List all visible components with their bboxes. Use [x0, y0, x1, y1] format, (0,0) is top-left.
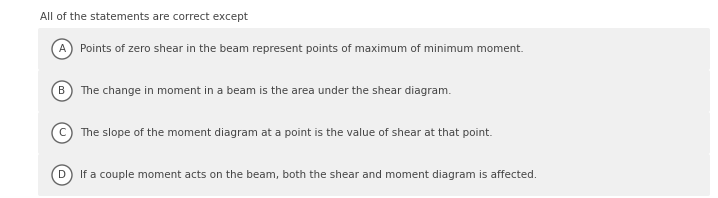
Text: All of the statements are correct except: All of the statements are correct except: [40, 12, 248, 22]
Text: C: C: [58, 128, 65, 138]
FancyBboxPatch shape: [38, 28, 710, 70]
Ellipse shape: [52, 39, 72, 59]
FancyBboxPatch shape: [38, 70, 710, 112]
Text: B: B: [58, 86, 65, 96]
Ellipse shape: [52, 165, 72, 185]
Ellipse shape: [52, 123, 72, 143]
Ellipse shape: [52, 81, 72, 101]
Text: The change in moment in a beam is the area under the shear diagram.: The change in moment in a beam is the ar…: [80, 86, 452, 96]
Text: The slope of the moment diagram at a point is the value of shear at that point.: The slope of the moment diagram at a poi…: [80, 128, 493, 138]
Text: Points of zero shear in the beam represent points of maximum of minimum moment.: Points of zero shear in the beam represe…: [80, 44, 523, 54]
Text: D: D: [58, 170, 66, 180]
FancyBboxPatch shape: [38, 154, 710, 196]
Text: If a couple moment acts on the beam, both the shear and moment diagram is affect: If a couple moment acts on the beam, bot…: [80, 170, 537, 180]
Text: A: A: [58, 44, 65, 54]
FancyBboxPatch shape: [38, 112, 710, 154]
